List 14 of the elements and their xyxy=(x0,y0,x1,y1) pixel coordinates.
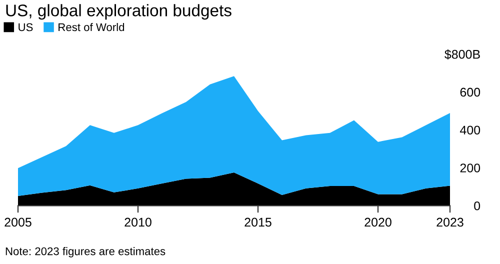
legend-label: US xyxy=(18,23,33,32)
x-tick-label: 2020 xyxy=(364,218,392,227)
chart-title: US, global exploration budgets xyxy=(6,4,232,20)
x-tick-label: 2023 xyxy=(436,218,464,227)
legend-label: Rest of World xyxy=(58,22,124,32)
x-tick-label: 2010 xyxy=(124,218,152,227)
y-tick-label: $800B xyxy=(444,49,480,60)
x-tick-label: 2015 xyxy=(244,218,272,227)
x-tick-label: 2005 xyxy=(4,218,32,227)
y-tick-label: 400 xyxy=(460,126,480,135)
text: Note: 2023 figures are estimates xyxy=(6,247,166,258)
y-tick-label: 0 xyxy=(474,201,480,210)
y-tick-label: 200 xyxy=(460,164,480,172)
y-tick-label: 600 xyxy=(460,88,480,97)
